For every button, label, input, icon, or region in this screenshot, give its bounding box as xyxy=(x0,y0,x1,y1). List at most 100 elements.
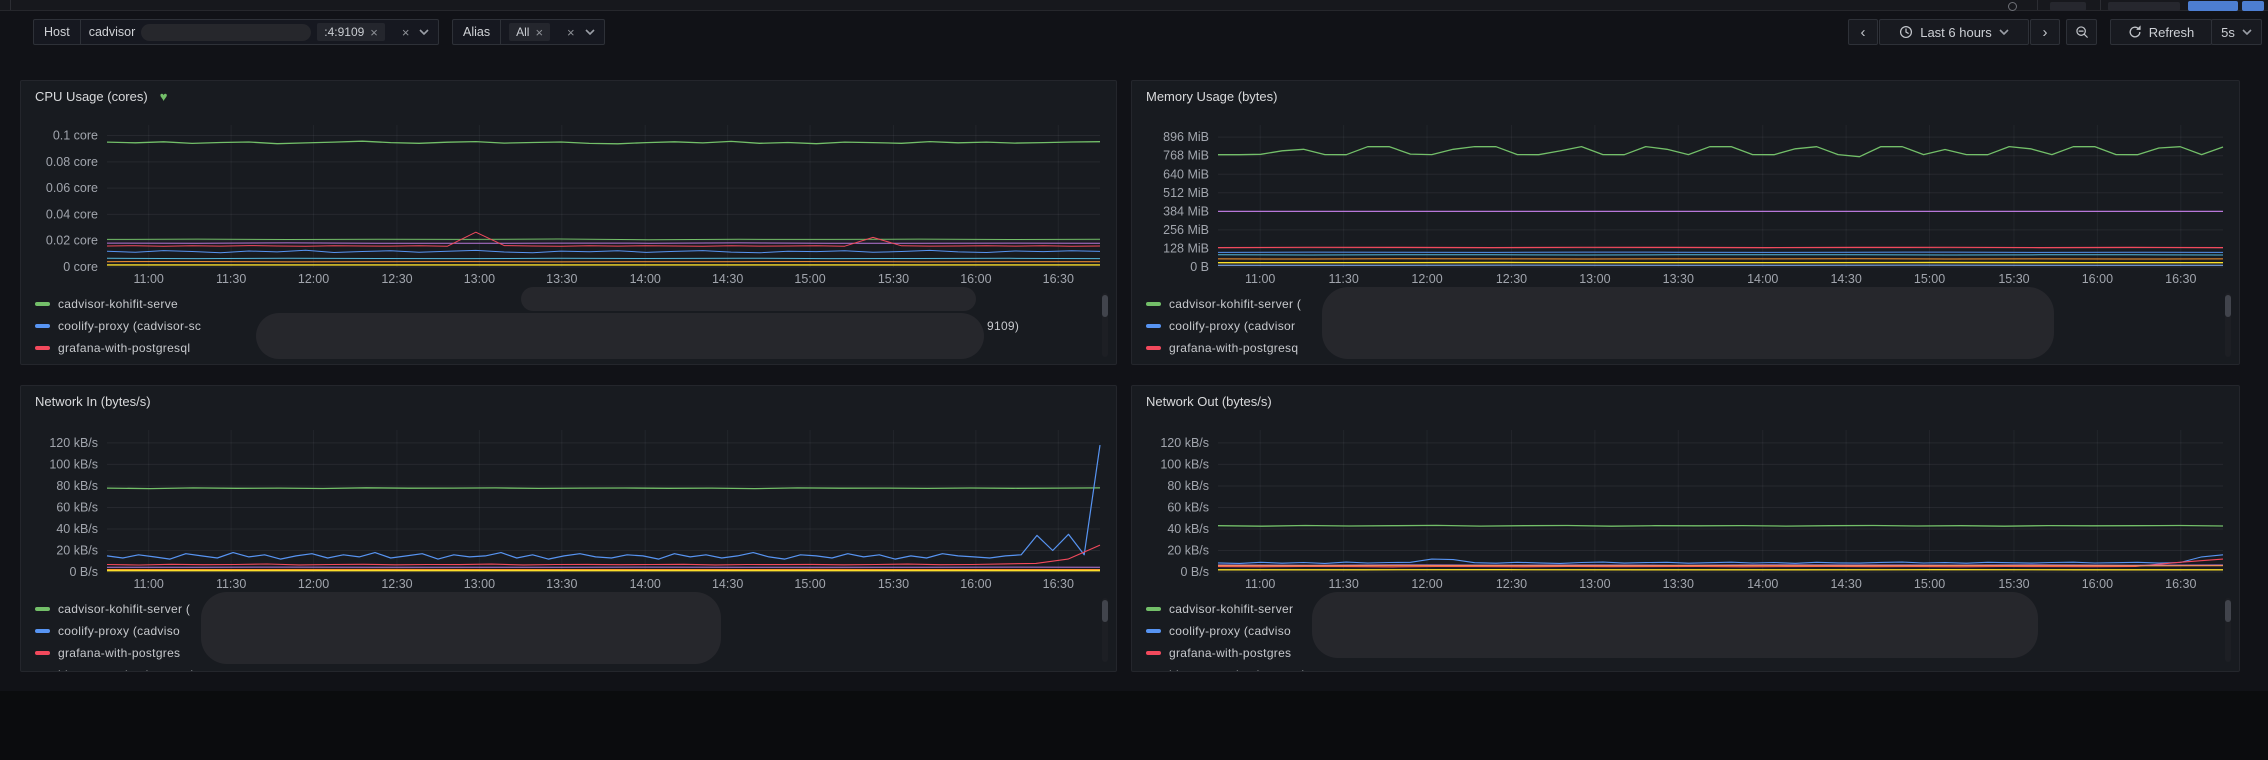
svg-text:0.04 core: 0.04 core xyxy=(46,207,98,221)
legend-scrollbar-thumb[interactable] xyxy=(1102,600,1108,622)
legend-label: hivemerge-databases-el xyxy=(1169,668,1304,671)
time-range-picker-button[interactable]: Last 6 hours xyxy=(1879,19,2029,45)
series-color-dash xyxy=(35,346,50,350)
host-filter-tag[interactable]: :4:9109 × xyxy=(317,23,385,41)
nav-ghost-button[interactable] xyxy=(2108,2,2180,11)
series-color-dash xyxy=(1146,346,1161,350)
clear-selection-icon[interactable]: × xyxy=(567,24,575,40)
panel-header[interactable]: Network In (bytes/s) xyxy=(21,394,1116,409)
legend-item[interactable]: hivemerge-databases-ela xyxy=(35,359,1096,364)
legend-label: cadvisor-kohifit-server ( xyxy=(58,602,191,616)
legend-scrollbar-track[interactable] xyxy=(1102,598,1108,662)
chevron-right-icon: › xyxy=(2042,23,2048,41)
nav-primary-button[interactable] xyxy=(2188,1,2238,11)
svg-text:14:00: 14:00 xyxy=(630,577,661,591)
legend-item[interactable]: cadvisor-kohifit-server ( xyxy=(1146,293,2219,315)
svg-text:12:30: 12:30 xyxy=(381,272,412,286)
svg-text:14:00: 14:00 xyxy=(1747,272,1778,286)
svg-text:40 kB/s: 40 kB/s xyxy=(56,522,98,536)
panel-header[interactable]: Memory Usage (bytes) xyxy=(1132,89,2239,104)
svg-text:13:00: 13:00 xyxy=(464,577,495,591)
top-nav-bar xyxy=(0,0,2268,11)
legend-label: grafana-with-postgresq xyxy=(1169,341,1299,355)
panel-header[interactable]: CPU Usage (cores) ♥ xyxy=(21,89,1116,104)
legend-item[interactable]: hivemerge-databases-el xyxy=(1146,664,2219,671)
legend-item[interactable]: grafana-with-postgresql xyxy=(35,337,1096,359)
legend-scrollbar-track[interactable] xyxy=(1102,293,1108,357)
time-series-plot[interactable]: 11:00 11:30 12:00 12:30 13:00 13:30 14:00 14:30… xyxy=(29,420,1106,594)
legend-scrollbar-thumb[interactable] xyxy=(2225,295,2231,317)
svg-text:40 kB/s: 40 kB/s xyxy=(1167,522,1209,536)
legend: cadvisor-kohifit-server ( coolify-proxy (… xyxy=(35,598,1096,671)
clock-icon xyxy=(1900,25,1913,39)
time-series-plot[interactable]: 11:00 11:30 12:00 12:30 13:00 13:30 14:00 14:30… xyxy=(1140,420,2229,594)
panel-header[interactable]: Network Out (bytes/s) xyxy=(1132,394,2239,409)
svg-text:11:30: 11:30 xyxy=(216,272,246,286)
panel-title[interactable]: Network Out (bytes/s) xyxy=(1146,394,1272,409)
nav-avatar-icon[interactable] xyxy=(2008,2,2017,11)
svg-text:20 kB/s: 20 kB/s xyxy=(1167,543,1209,557)
panel-network-in: Network In (bytes/s) 11:00 11:30 12:00 12:3… xyxy=(20,385,1117,672)
zoom-out-time-button[interactable] xyxy=(2066,19,2097,45)
panel-title[interactable]: Memory Usage (bytes) xyxy=(1146,89,1278,104)
legend-item[interactable]: hivemerge-databases-el xyxy=(35,664,1096,671)
time-shift-forward-button[interactable]: › xyxy=(2030,19,2060,45)
legend-item[interactable]: coolify-proxy (cadvisor xyxy=(1146,315,2219,337)
legend-scrollbar-thumb[interactable] xyxy=(1102,295,1108,317)
clear-selection-icon[interactable]: × xyxy=(401,24,410,40)
time-series-plot[interactable]: 11:00 11:30 12:00 12:30 13:00 13:30 14:00 14:30… xyxy=(1140,115,2229,289)
series-color-dash xyxy=(1146,607,1161,611)
legend-label: hivemerge-databases-ela xyxy=(58,363,200,364)
legend-label: grafana-with-postgres xyxy=(58,646,181,660)
legend-item[interactable]: coolify-proxy (cadvisor-sc xyxy=(35,315,1096,337)
svg-text:13:00: 13:00 xyxy=(464,272,495,286)
svg-text:0.02 core: 0.02 core xyxy=(46,234,98,248)
svg-text:256 MiB: 256 MiB xyxy=(1163,223,1209,237)
panel-title[interactable]: Network In (bytes/s) xyxy=(35,394,151,409)
svg-text:60 kB/s: 60 kB/s xyxy=(56,500,98,514)
legend-item[interactable]: grafana-with-postgres xyxy=(35,642,1096,664)
legend-item[interactable]: hivemerge-databases-ele xyxy=(1146,359,2219,364)
redaction-blob xyxy=(141,23,312,41)
legend-item[interactable]: cadvisor-kohifit-server ( xyxy=(35,598,1096,620)
tag-remove-icon[interactable]: × xyxy=(535,24,544,40)
svg-text:16:30: 16:30 xyxy=(1043,577,1074,591)
chevron-down-icon[interactable] xyxy=(585,29,595,35)
svg-text:13:00: 13:00 xyxy=(1579,272,1610,286)
legend-label: coolify-proxy (cadvisor xyxy=(1169,319,1296,333)
series-color-dash xyxy=(35,607,50,611)
svg-text:512 MiB: 512 MiB xyxy=(1163,186,1209,200)
svg-text:13:30: 13:30 xyxy=(546,272,577,286)
legend-label: coolify-proxy (cadvisor-sc xyxy=(58,319,202,333)
panel-title[interactable]: CPU Usage (cores) xyxy=(35,89,148,104)
host-filter-input-text[interactable]: cadvisor xyxy=(88,25,136,39)
legend-scrollbar-track[interactable] xyxy=(2225,598,2231,662)
time-shift-back-button[interactable]: ‹ xyxy=(1848,19,1878,45)
legend-label: coolify-proxy (cadviso xyxy=(1169,624,1291,638)
time-series-plot[interactable]: 11:00 11:30 12:00 12:30 13:00 13:30 14:00 14:30… xyxy=(29,115,1106,289)
alert-ok-heart-icon: ♥ xyxy=(159,89,168,104)
nav-primary-button[interactable] xyxy=(2242,1,2264,11)
nav-ghost-button[interactable] xyxy=(2050,2,2086,11)
svg-text:14:30: 14:30 xyxy=(712,577,743,591)
refresh-interval-dropdown[interactable]: 5s xyxy=(2211,19,2262,45)
legend-item[interactable]: grafana-with-postgres xyxy=(1146,642,2219,664)
legend-item[interactable]: grafana-with-postgresq xyxy=(1146,337,2219,359)
svg-text:80 kB/s: 80 kB/s xyxy=(56,479,98,493)
alias-filter-value[interactable]: All × xyxy=(501,20,558,44)
host-filter-value[interactable]: cadvisor :4:9109 × xyxy=(81,20,393,44)
refresh-button[interactable]: Refresh xyxy=(2110,19,2212,45)
legend-item[interactable]: cadvisor-kohifit-server xyxy=(1146,598,2219,620)
svg-text:13:00: 13:00 xyxy=(1579,577,1610,591)
legend-scrollbar-thumb[interactable] xyxy=(2225,600,2231,622)
tag-remove-icon[interactable]: × xyxy=(370,24,378,40)
legend-label: cadvisor-kohifit-server ( xyxy=(1169,297,1302,311)
legend-item[interactable]: coolify-proxy (cadviso xyxy=(1146,620,2219,642)
legend: cadvisor-kohifit-server ( coolify-proxy (… xyxy=(1146,293,2219,364)
legend-item[interactable]: coolify-proxy (cadviso xyxy=(35,620,1096,642)
legend-item[interactable]: cadvisor-kohifit-serve xyxy=(35,293,1096,315)
alias-filter-tag[interactable]: All × xyxy=(509,23,551,41)
legend-scrollbar-track[interactable] xyxy=(2225,293,2231,357)
chevron-down-icon[interactable] xyxy=(419,29,430,35)
svg-text:768 MiB: 768 MiB xyxy=(1163,149,1209,163)
